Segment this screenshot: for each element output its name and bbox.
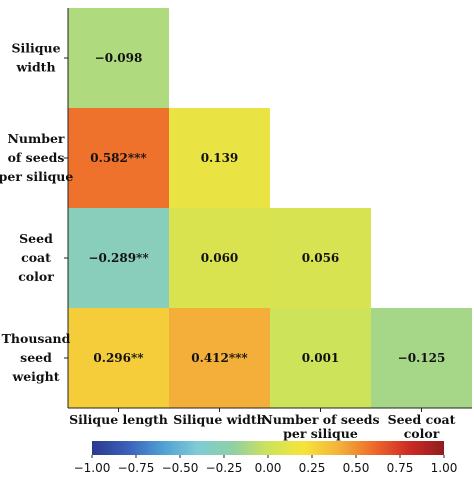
row-label: Seed coat color [18,231,54,284]
colorbar-tick-label: −0.25 [206,461,243,475]
colorbar-tick-label: −1.00 [74,461,111,475]
heatmap-cell [169,208,270,308]
row-labels: Silique width Number of seeds per silique See… [0,41,73,385]
colorbar-tick-label: 1.00 [431,461,458,475]
heatmap-cell [169,108,270,208]
column-label: Seed coat color [388,412,456,441]
cell-value-label: 0.056 [302,251,340,265]
row-label: Number of seeds per silique [0,131,73,184]
heatmap-cells: −0.098 0.582*** 0.139 −0.289** 0.060 0.056 0.2… [68,8,472,408]
heatmap-cell [270,208,371,308]
cell-value-label: −0.289** [88,251,149,265]
colorbar-tick-label: 0.75 [387,461,414,475]
cell-value-label: −0.098 [95,51,143,65]
heatmap-cell [169,308,270,408]
cell-value-label: 0.139 [201,151,239,165]
cell-value-label: 0.582*** [90,151,147,165]
heatmap-cell [68,108,169,208]
column-label: Silique width [173,412,266,427]
colorbar-tick-label: 0.50 [343,461,370,475]
column-label: Number of seeds per silique [261,412,379,441]
colorbar: −1.00 −0.75 −0.50 −0.25 0.00 0.25 0.50 0.75 1.00 [74,441,458,475]
colorbar-gradient [92,441,444,455]
cell-value-label: 0.001 [302,351,340,365]
cell-value-label: −0.125 [398,351,446,365]
cell-value-label: 0.412*** [191,351,248,365]
cell-value-label: 0.296** [93,351,144,365]
heatmap-cell [68,8,169,108]
cell-value-label: 0.060 [201,251,239,265]
heatmap-cell [68,208,169,308]
heatmap-axes [64,8,472,412]
colorbar-tick-label: 0.00 [255,461,282,475]
heatmap-cell [68,308,169,408]
heatmap-cell [270,308,371,408]
row-label: Silique width [11,41,60,75]
row-label: Thousand seed weight [2,331,71,384]
column-label: Silique length [69,412,168,427]
colorbar-tick-label: −0.75 [118,461,155,475]
heatmap-cell [371,308,472,408]
colorbar-tick-label: −0.50 [162,461,199,475]
colorbar-tick-label: 0.25 [299,461,326,475]
